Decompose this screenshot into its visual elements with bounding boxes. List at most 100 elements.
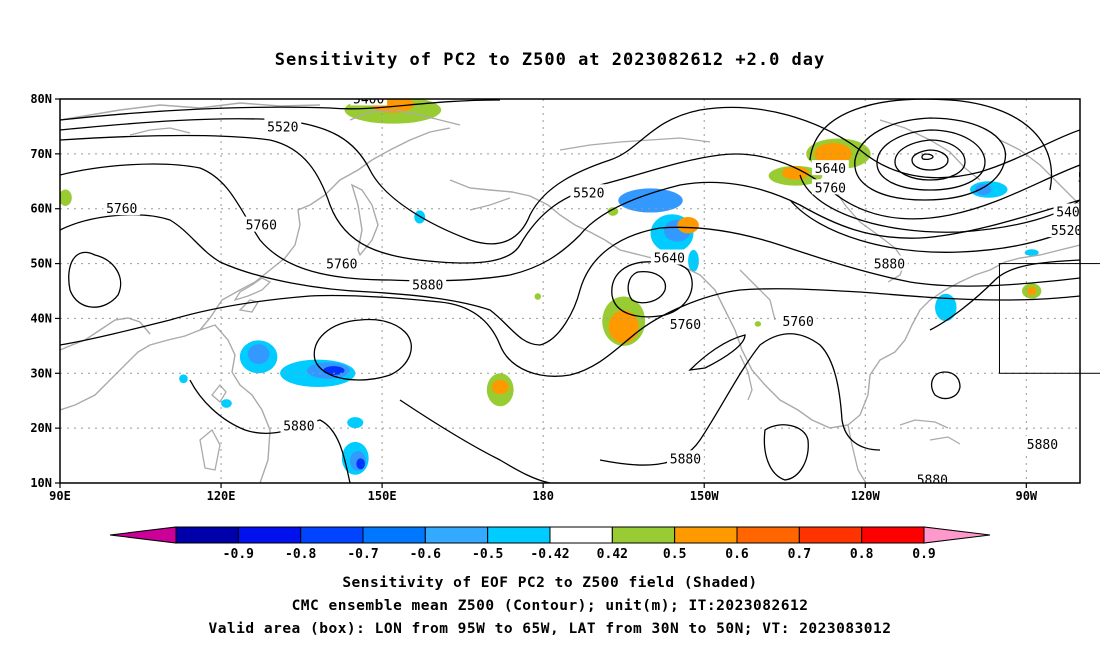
x-tick-label: 120E xyxy=(207,489,236,503)
map-frame xyxy=(59,98,1081,484)
contour-label: 5400 xyxy=(1056,205,1087,220)
shaded-region xyxy=(491,379,509,395)
contour-label: 5640 xyxy=(654,252,685,267)
contour-label-bg xyxy=(1048,222,1080,238)
y-tick-label: 60N xyxy=(30,202,52,216)
colorbar-swatch xyxy=(611,526,676,544)
y-tick-label: 40N xyxy=(30,311,52,325)
contour-label-bg xyxy=(1053,203,1080,219)
contour-label: 5520 xyxy=(267,120,298,135)
contour-label: 5280 xyxy=(1083,135,1100,150)
x-tick-label: 90W xyxy=(1015,489,1037,503)
x-tick-label: 180 xyxy=(532,489,554,503)
contour-label-bg xyxy=(667,315,704,331)
contour-label: 5760 xyxy=(670,318,701,333)
colorbar-swatch xyxy=(362,526,426,544)
contour-label: 5880 xyxy=(917,474,948,489)
colorbar-label: 0.9 xyxy=(912,547,935,562)
colorbar-label: 0.8 xyxy=(850,547,874,562)
x-tick-label: 90E xyxy=(49,489,71,503)
contour-label: 5520 xyxy=(573,186,604,201)
x-tick-label: 150E xyxy=(368,489,397,503)
shaded-region xyxy=(782,166,809,180)
colorbar-label: -0.8 xyxy=(285,547,316,562)
colorbar: -0.9 -0.8 -0.7 -0.6 -0.5 -0.42 0.42 0.5 0.6 0.7 0.… xyxy=(109,526,991,562)
colorbar-label: -0.6 xyxy=(410,547,441,562)
shaded-region xyxy=(1024,249,1039,256)
contour-label: 5880 xyxy=(412,278,443,293)
contour-label: 5880 xyxy=(283,419,314,434)
contour-label-bg xyxy=(650,249,688,265)
shaded-region xyxy=(1027,286,1036,296)
map-background xyxy=(60,99,1080,483)
shaded-region xyxy=(356,458,365,470)
colorbar-label: 0.5 xyxy=(663,547,686,562)
colorbar-label: -0.42 xyxy=(530,547,569,562)
shaded-region xyxy=(677,216,699,234)
x-axis-ticks: 90E120E150E180150W120W90W60W xyxy=(49,483,1038,503)
colorbar-swatch xyxy=(175,526,239,544)
shaded-region xyxy=(347,417,364,429)
colorbar-swatch xyxy=(549,526,613,544)
contour-label-bg xyxy=(871,255,908,271)
colorbar-swatch xyxy=(487,526,551,544)
colorbar-label: -0.5 xyxy=(472,547,503,562)
shaded-region xyxy=(814,142,852,165)
shaded-region xyxy=(935,293,957,322)
shaded-region xyxy=(618,188,683,213)
contour-label: 5760 xyxy=(106,202,137,217)
contour-label-bg xyxy=(409,276,447,292)
y-tick-label: 80N xyxy=(30,92,52,106)
colorbar-label: 0.42 xyxy=(597,547,628,562)
colorbar-label: -0.9 xyxy=(223,547,254,562)
y-tick-label: 30N xyxy=(30,366,52,380)
shaded-region xyxy=(179,374,188,384)
contour-label: 5640 xyxy=(815,162,846,177)
contour-label: 5760 xyxy=(815,181,846,196)
x-tick-label: 150W xyxy=(690,489,720,503)
contour-label: 5880 xyxy=(1027,438,1058,453)
lat-lon-gridlines xyxy=(60,99,1080,483)
y-axis-ticks: 80N 70N 60N 50N 40N 30N 20N 10N xyxy=(30,92,60,490)
chart-title: Sensitivity of PC2 to Z500 at 2023082612… xyxy=(274,50,826,70)
contour-label-bg xyxy=(242,216,280,232)
contour-label-bg xyxy=(350,99,388,106)
contour-label-bg xyxy=(1096,287,1100,302)
contour-label-bg xyxy=(570,184,608,200)
shaded-region xyxy=(975,184,992,195)
colorbar-label: 0.6 xyxy=(725,547,749,562)
y-tick-label: 10N xyxy=(30,476,52,490)
shaded-region xyxy=(323,366,345,375)
shaded-region xyxy=(608,310,639,344)
contour-label-bg xyxy=(811,160,849,176)
colorbar-label: -0.7 xyxy=(347,547,378,562)
x-tick-label: 120W xyxy=(851,489,881,503)
shaded-region xyxy=(534,293,542,300)
contour-label: 5160 xyxy=(1078,171,1100,186)
colorbar-swatch xyxy=(300,526,364,544)
caption-line-2: CMC ensemble mean Z500 (Contour); unit(m… xyxy=(291,598,809,614)
y-tick-label: 70N xyxy=(30,147,52,161)
caption-line-1: Sensitivity of EOF PC2 to Z500 field (Sh… xyxy=(342,575,758,591)
contour-label-bg xyxy=(913,471,951,483)
colorbar-high-triangle xyxy=(923,526,991,544)
shaded-region xyxy=(754,321,762,327)
colorbar-swatch xyxy=(674,526,738,544)
contour-label-bg xyxy=(1075,168,1080,184)
contour-label: 5400 xyxy=(353,92,384,107)
contour-label-bg xyxy=(1024,436,1061,452)
contour-labels: 5400 5520 5760 5760 5760 5880 5880 5520 5640 5760… xyxy=(103,92,1100,489)
colorbar-low-triangle xyxy=(109,526,177,544)
contour-label: 5760 xyxy=(326,258,357,273)
shaded-region xyxy=(60,189,72,206)
colorbar-swatch xyxy=(424,526,489,544)
y-tick-label: 50N xyxy=(30,257,52,271)
shaded-region xyxy=(221,399,232,408)
shaded-region xyxy=(607,207,619,216)
contour-label-bg xyxy=(323,255,361,271)
contour-label-bg xyxy=(1080,133,1100,148)
shaded-region xyxy=(247,344,270,364)
contour-label: 5880 xyxy=(670,452,701,467)
shaded-region xyxy=(688,249,699,272)
